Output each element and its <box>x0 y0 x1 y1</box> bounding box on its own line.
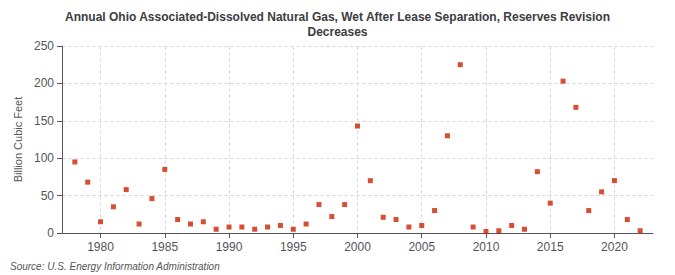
svg-text:2005: 2005 <box>408 240 435 254</box>
svg-text:2010: 2010 <box>473 240 500 254</box>
svg-text:0: 0 <box>47 226 54 240</box>
svg-text:Billion Cubic Feet: Billion Cubic Feet <box>12 97 24 183</box>
svg-text:150: 150 <box>34 114 54 128</box>
svg-text:2020: 2020 <box>601 240 628 254</box>
svg-text:250: 250 <box>34 39 54 53</box>
svg-text:50: 50 <box>41 189 55 203</box>
svg-text:Source: U.S. Energy Informatio: Source: U.S. Energy Information Administ… <box>10 261 220 272</box>
svg-text:Decreases: Decreases <box>307 25 367 39</box>
svg-text:1985: 1985 <box>151 240 178 254</box>
svg-text:200: 200 <box>34 76 54 90</box>
svg-text:100: 100 <box>34 151 54 165</box>
svg-text:2000: 2000 <box>344 240 371 254</box>
svg-text:1995: 1995 <box>280 240 307 254</box>
svg-text:Annual Ohio Associated-Dissolv: Annual Ohio Associated-Dissolved Natural… <box>65 10 610 24</box>
svg-text:2015: 2015 <box>537 240 564 254</box>
svg-text:1980: 1980 <box>87 240 114 254</box>
svg-text:1990: 1990 <box>216 240 243 254</box>
